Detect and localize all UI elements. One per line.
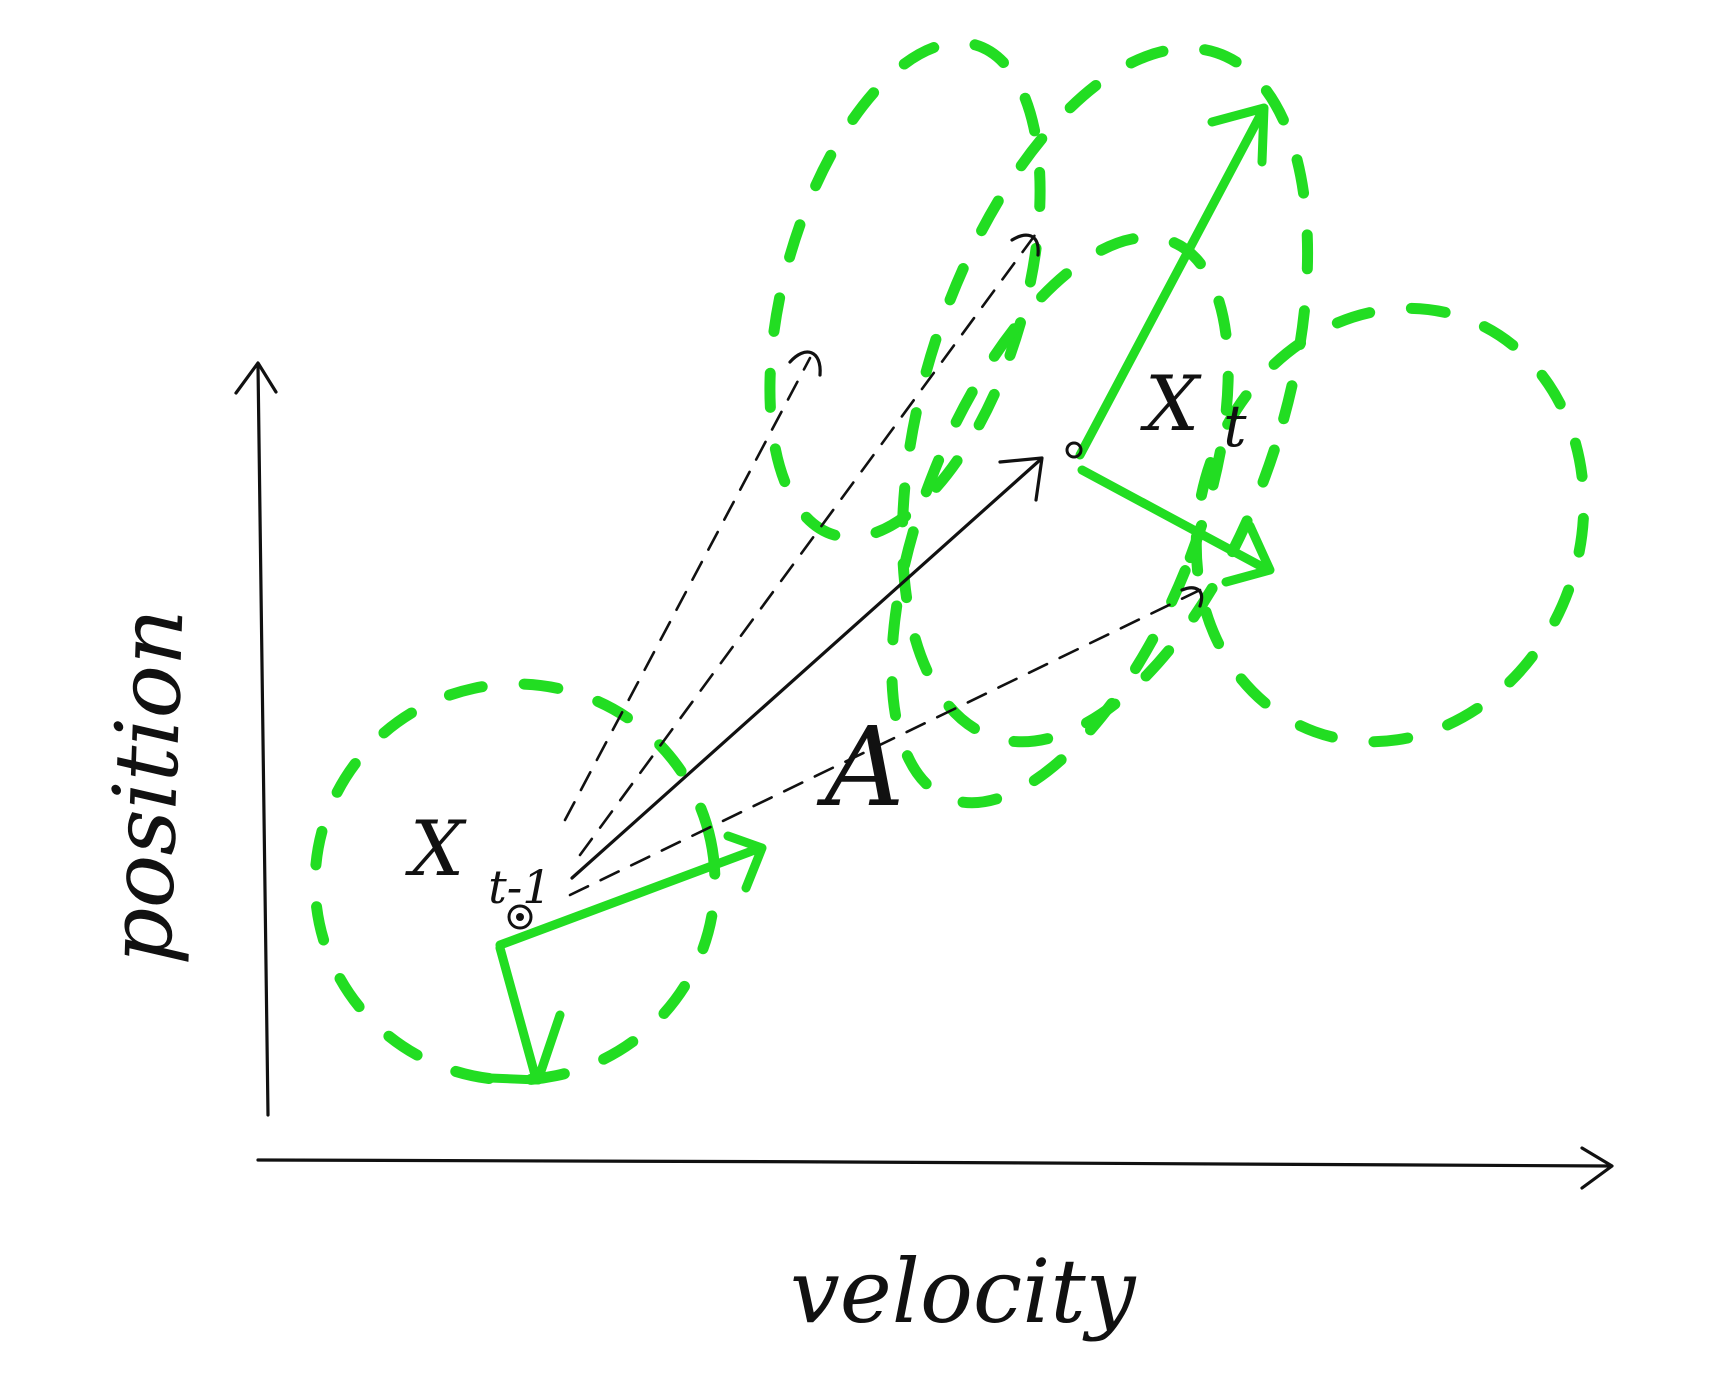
transform-ray-upper-left: [563, 350, 822, 822]
prior-minor-axis-arrow: [485, 943, 565, 1085]
transformed-ellipse-right: [1190, 302, 1590, 748]
transform-ray-upper: [578, 233, 1040, 857]
state-prev-symbol: X: [405, 804, 467, 893]
predicted-covariance-ellipse: [896, 42, 1314, 748]
transformed-ellipse-upper: [764, 37, 1046, 543]
mean-transition-arrow: [570, 456, 1044, 880]
state-next-symbol: X: [1140, 359, 1202, 448]
predicted-minor-axis-arrow: [1077, 465, 1275, 587]
transition-matrix-label: A: [816, 703, 904, 831]
y-axis: [234, 361, 278, 1117]
prior-covariance-ellipse: [309, 678, 721, 1086]
state-next-subscript: t: [1223, 392, 1247, 460]
predicted-major-axis-arrow: [1075, 103, 1269, 460]
state-prev-label: X t-1: [405, 804, 552, 914]
y-axis-arrowhead: [234, 361, 278, 395]
x-axis-arrowhead: [1580, 1146, 1614, 1190]
transformed-ellipse-lower: [886, 231, 1234, 809]
state-prev-subscript: t-1: [488, 860, 551, 914]
transform-ray-lower: [568, 586, 1204, 897]
prior-major-axis-arrow: [495, 831, 767, 950]
x-axis-label: velocity: [790, 1240, 1137, 1343]
state-next-label: X t: [1140, 359, 1247, 460]
x-axis: [256, 1146, 1614, 1190]
state-prev-point: [507, 904, 533, 930]
state-next-point: [1065, 441, 1083, 459]
y-axis-label: position: [88, 607, 203, 966]
